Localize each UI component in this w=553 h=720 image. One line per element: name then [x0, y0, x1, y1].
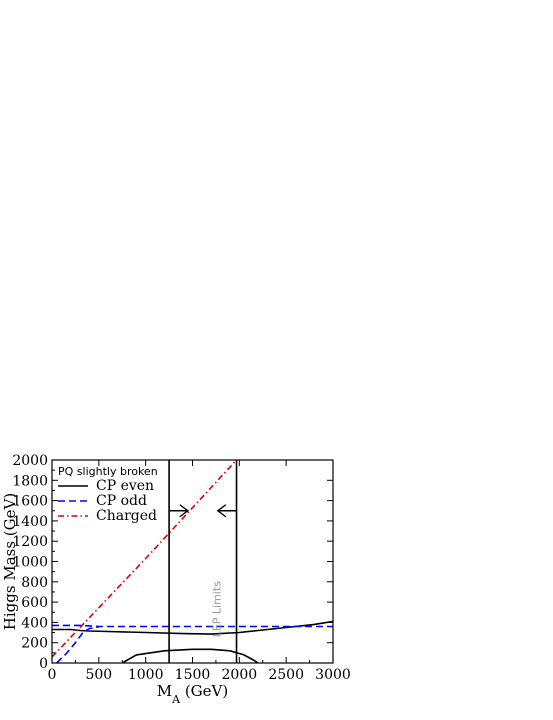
- y-axis-title: Higgs Mass (GeV): [1, 493, 19, 630]
- arrow-head: [179, 504, 189, 518]
- series-line-0: [52, 620, 333, 635]
- legend-label-2: Charged: [96, 508, 157, 524]
- y-tick-label: 1400: [12, 514, 48, 530]
- x-tick-label: 0: [48, 667, 57, 683]
- y-tick-label: 1000: [12, 555, 48, 571]
- x-tick-label: 2000: [222, 667, 258, 683]
- arrow-left: [216, 504, 237, 518]
- y-tick-label: 1600: [12, 494, 48, 510]
- series-line-1: [121, 648, 259, 663]
- x-tick-label: 3000: [315, 667, 351, 683]
- arrow-head: [216, 504, 227, 518]
- y-tick-label: 1200: [12, 534, 48, 550]
- lep-limits-annotation: LEP Limits: [211, 581, 224, 637]
- y-tick-label: 600: [21, 595, 48, 611]
- y-tick-label: 400: [21, 615, 48, 631]
- series-line-4: [52, 460, 238, 658]
- x-axis-title: MA (GeV): [157, 682, 228, 706]
- y-tick-label: 0: [39, 656, 48, 672]
- series-line-3: [56, 626, 99, 663]
- legend-label-1: CP odd: [96, 493, 147, 509]
- arrow-right: [169, 504, 189, 518]
- legend-title: PQ slightly broken: [58, 465, 158, 478]
- y-tick-label: 800: [21, 575, 48, 591]
- legend-label-0: CP even: [96, 478, 154, 494]
- plot-frame: [51, 459, 334, 664]
- x-tick-label: 500: [85, 667, 112, 683]
- x-tick-label: 1000: [128, 667, 164, 683]
- y-tick-label: 200: [21, 636, 48, 652]
- series-line-2: [52, 624, 333, 628]
- x-tick-label: 2500: [268, 667, 304, 683]
- x-tick-label: 1500: [175, 667, 211, 683]
- y-tick-label: 1800: [12, 473, 48, 489]
- y-tick-label: 2000: [12, 453, 48, 469]
